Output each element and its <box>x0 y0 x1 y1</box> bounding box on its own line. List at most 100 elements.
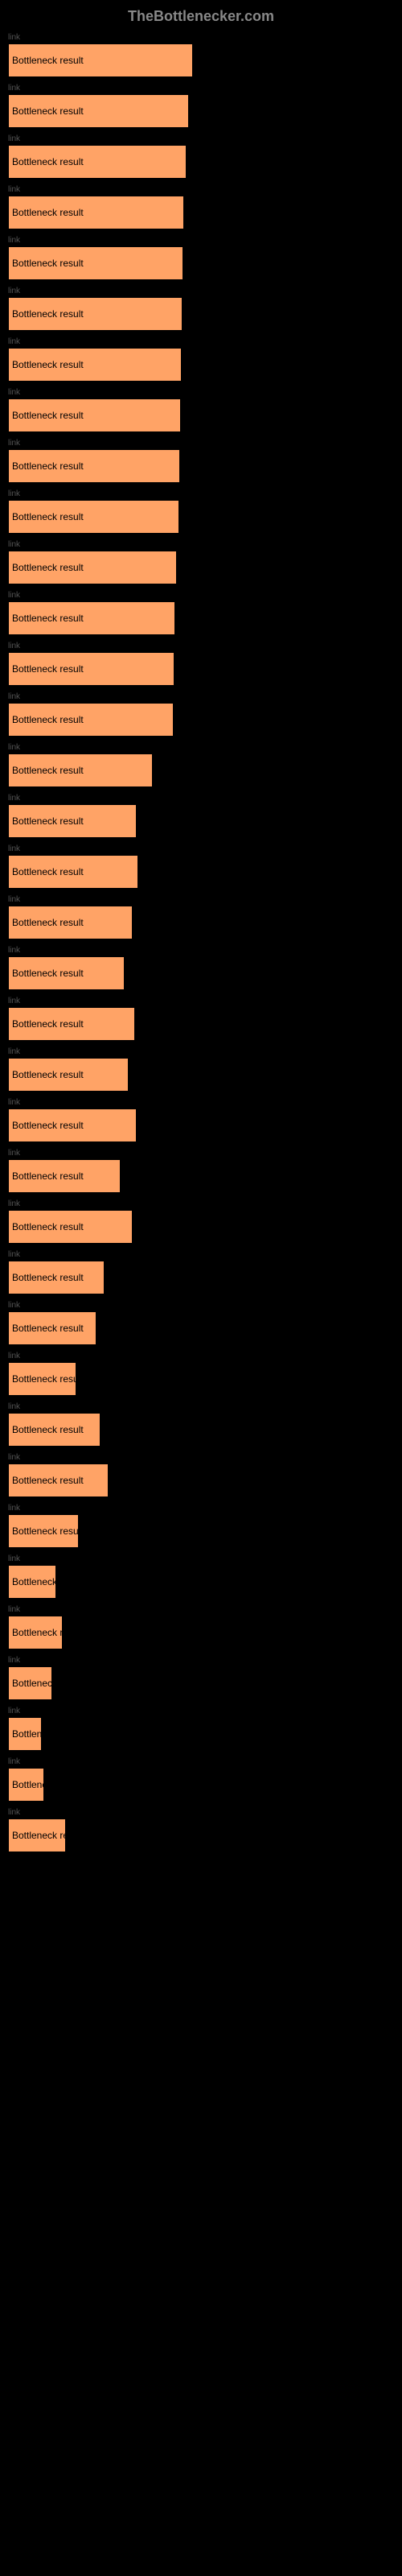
bar-link-label: link <box>8 895 394 904</box>
bar: Bottleneck result <box>8 1311 96 1345</box>
bar-row: link Bottleneck result <box>8 642 394 686</box>
bar-link-label: link <box>8 1707 394 1715</box>
bar: Bottleneck result <box>8 1007 135 1041</box>
bar-row: linkBottleneck result <box>8 1808 394 1852</box>
bar-link-label: link <box>8 84 394 93</box>
bar: Bottleneck result <box>8 753 153 787</box>
bar: Bottleneck result <box>8 348 182 382</box>
bar: Bottleneck result <box>8 1413 100 1447</box>
bar-link-label: link <box>8 540 394 549</box>
bar-row: linkBottleneck result <box>8 388 394 432</box>
bar-link-label: link <box>8 236 394 245</box>
bar-link-label: link <box>8 1250 394 1259</box>
bar: Bottleneck result <box>8 196 184 229</box>
bar-link-label: link <box>8 33 394 42</box>
bar: Bottleneck result <box>8 956 125 990</box>
bar: Bottleneck result <box>8 1768 44 1802</box>
bar-row: linkBottleneck result <box>8 591 394 635</box>
bar: Bottleneck result <box>8 1261 105 1294</box>
bar-link-label: link <box>8 1149 394 1158</box>
bar-link-label: link <box>8 946 394 955</box>
bar-link-label: link <box>8 1554 394 1563</box>
bar-row: linkBottleneck result <box>8 1301 394 1345</box>
bar-link-label: link <box>8 388 394 397</box>
bar-row: linkBottleneck result <box>8 287 394 331</box>
bar: Bottleneck result <box>8 1058 129 1092</box>
bar: Bottleneck result <box>8 551 177 584</box>
bar-link-label: link <box>8 794 394 803</box>
bar: Bottleneck result <box>8 94 189 128</box>
bar-row: linkBottleneck result <box>8 743 394 787</box>
bar-row: link Bottleneck result <box>8 1199 394 1244</box>
bar-row: link Bottleneck result <box>8 185 394 229</box>
bar-link-label: link <box>8 743 394 752</box>
bar-row: link Bottleneck result <box>8 1402 394 1447</box>
bar: Bottleneck result <box>8 1210 133 1244</box>
bar: Bottleneck result <box>8 1565 56 1599</box>
bar-link-label: link <box>8 591 394 600</box>
bar-row: link Bottleneck result <box>8 337 394 382</box>
bar: Bottleneck result <box>8 1362 76 1396</box>
bar: Bottleneck result <box>8 1159 121 1193</box>
bar-row: link Bottleneck result <box>8 1554 394 1599</box>
site-title: TheBottlenecker.com <box>128 8 274 24</box>
bar-link-label: link <box>8 489 394 498</box>
bar: Bottleneck result <box>8 246 183 280</box>
bar-link-label: link <box>8 1199 394 1208</box>
bar-link-label: link <box>8 1098 394 1107</box>
bar: Bottleneck result <box>8 297 183 331</box>
bar-link-label: link <box>8 337 394 346</box>
bar: Bottleneck result <box>8 1717 42 1751</box>
bar-row: linkBottleneck result <box>8 1504 394 1548</box>
bar: Bottleneck result <box>8 601 175 635</box>
bar: Bottleneck result <box>8 145 187 179</box>
bar: Bottleneck result <box>8 1616 63 1649</box>
bar-row: link Bottleneck result <box>8 1250 394 1294</box>
bar-row: link Bottleneck result <box>8 134 394 179</box>
bar-link-label: link <box>8 1605 394 1614</box>
bar: Bottleneck result <box>8 804 137 838</box>
bar-row: linkBottleneck result <box>8 794 394 838</box>
bar-row: link Bottleneck result <box>8 1352 394 1396</box>
bar-link-label: link <box>8 844 394 853</box>
bar: Bottleneck result <box>8 1514 79 1548</box>
bar-row: linkBottleneck result <box>8 489 394 534</box>
bar-row: linkBottleneck result <box>8 1149 394 1193</box>
bar-link-label: link <box>8 1453 394 1462</box>
bar-row: linkBottleneck result <box>8 33 394 77</box>
bar-link-label: link <box>8 1301 394 1310</box>
bar-link-label: link <box>8 185 394 194</box>
bar: Bottleneck result <box>8 906 133 939</box>
bar: Bottleneck result <box>8 43 193 77</box>
bar-row: linkBottleneck result <box>8 439 394 483</box>
bar-row: link Bottleneck result <box>8 1707 394 1751</box>
bar-row: linkBottleneck result <box>8 1453 394 1497</box>
bar-link-label: link <box>8 642 394 650</box>
bar-link-label: link <box>8 1757 394 1766</box>
bar-row: linkBottleneck result <box>8 1047 394 1092</box>
bar-row: link Bottleneck result <box>8 1605 394 1649</box>
bar: Bottleneck result <box>8 1818 66 1852</box>
bar-link-label: link <box>8 1656 394 1665</box>
bar: Bottleneck result <box>8 449 180 483</box>
bar-link-label: link <box>8 997 394 1005</box>
bar-row: linkBottleneck result <box>8 1098 394 1142</box>
bar: Bottleneck result <box>8 652 174 686</box>
bar: Bottleneck result <box>8 1463 109 1497</box>
bar: Bottleneck result <box>8 855 138 889</box>
bar-link-label: link <box>8 1808 394 1817</box>
bar-link-label: link <box>8 439 394 448</box>
bar-row: link Bottleneck result <box>8 844 394 889</box>
bar: Bottleneck result <box>8 398 181 432</box>
bar-row: linkBottleneck result <box>8 1656 394 1700</box>
bar-link-label: link <box>8 134 394 143</box>
bar-chart: linkBottleneck resultlinkBottleneck resu… <box>0 33 402 1852</box>
bar: Bottleneck result <box>8 1666 52 1700</box>
bar-row: link Bottleneck result <box>8 540 394 584</box>
bar-link-label: link <box>8 692 394 701</box>
bar: Bottleneck result <box>8 703 174 737</box>
bar-row: link Bottleneck result <box>8 997 394 1041</box>
bar-link-label: link <box>8 1504 394 1513</box>
bar-link-label: link <box>8 1352 394 1360</box>
bar-link-label: link <box>8 1402 394 1411</box>
